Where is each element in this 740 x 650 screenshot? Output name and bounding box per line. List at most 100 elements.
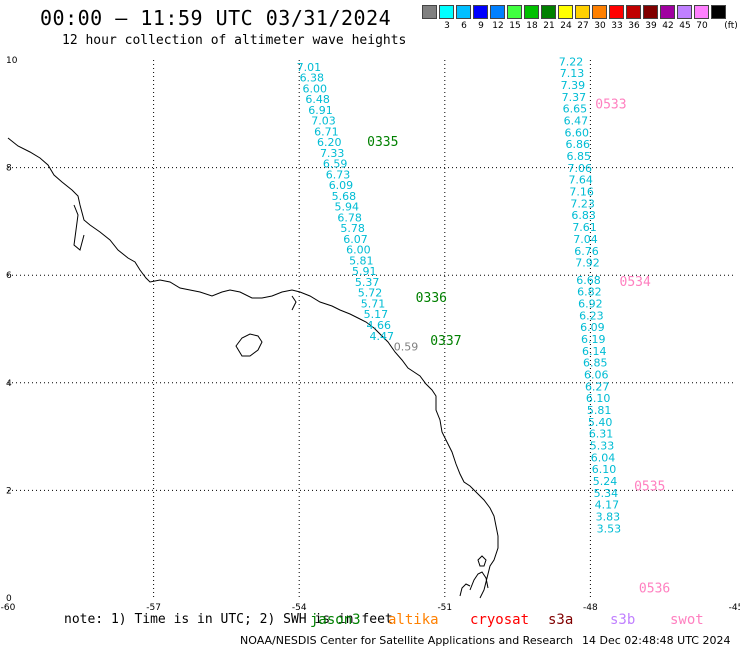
wave-height-reading: 6.20 xyxy=(317,136,342,149)
wave-height-reading: 5.24 xyxy=(593,475,618,488)
colorbar-swatch xyxy=(541,5,556,19)
y-tick-label: 6 xyxy=(6,271,12,281)
satellite-legend-item: altika xyxy=(388,612,439,628)
colorbar-swatch xyxy=(677,5,692,19)
x-tick-label: -45 xyxy=(729,603,740,613)
wave-height-reading: 5.71 xyxy=(361,297,386,310)
axis-ticks: -60 -57 -54 -51 -48 -45 0 2 4 6 8 10 xyxy=(1,56,740,613)
colorbar-swatch xyxy=(694,5,709,19)
island-shape xyxy=(235,333,263,357)
x-tick-label: -57 xyxy=(146,603,161,613)
colorbar-label: 12 xyxy=(492,21,504,31)
wave-height-reading: 7.13 xyxy=(560,67,585,80)
colorbar-label: 9 xyxy=(478,21,484,31)
wave-height-reading: 7.61 xyxy=(572,221,597,234)
wave-height-reading: 6.00 xyxy=(346,244,371,257)
wave-height-reading: 7.16 xyxy=(569,186,594,199)
colorbar-label: 27 xyxy=(577,21,589,31)
colorbar-label: 33 xyxy=(611,21,623,31)
colorbar-swatch xyxy=(660,5,675,19)
pass-labels: 0335 0336 0337 0533 0534 0535 0536 xyxy=(367,97,670,596)
wave-height-reading: 7.23 xyxy=(570,197,595,210)
wave-height-reading: 7.03 xyxy=(311,115,336,128)
page-subtitle: 12 hour collection of altimeter wave hei… xyxy=(62,33,407,48)
wave-height-reading: 6.23 xyxy=(579,309,604,322)
colorbar-swatch xyxy=(626,5,641,19)
satellite-legend-item: cryosat xyxy=(470,612,530,628)
wave-height-reading: 6.86 xyxy=(566,138,591,151)
colorbar-label: 30 xyxy=(594,21,606,31)
pass-time-label: 0336 xyxy=(416,291,447,306)
wave-height-reading: 7.92 xyxy=(575,257,600,270)
colorbar-label: 70 xyxy=(696,21,708,31)
colorbar-swatch xyxy=(592,5,607,19)
colorbar-swatch xyxy=(490,5,505,19)
colorbar-swatch xyxy=(711,5,726,19)
wave-height-reading: 5.33 xyxy=(590,440,615,453)
pass-time-label: 0536 xyxy=(639,582,670,597)
wave-height-reading: 6.00 xyxy=(302,82,327,95)
y-tick-label: 8 xyxy=(6,164,12,174)
wave-height-reading: 5.78 xyxy=(340,222,365,235)
colorbar-label: 18 xyxy=(526,21,538,31)
colorbar-label: 6 xyxy=(461,21,467,31)
colorbar-swatch xyxy=(609,5,624,19)
wave-height-reading: 6.04 xyxy=(591,451,616,464)
y-tick-label: 2 xyxy=(6,486,12,496)
pass-time-label: 0534 xyxy=(620,275,651,290)
y-tick-label: 0 xyxy=(6,594,12,604)
lat-lon-grid xyxy=(8,60,736,598)
wave-height-reading: 6.38 xyxy=(300,72,325,85)
colorbar-label: 15 xyxy=(509,21,521,31)
wave-height-reading: 6.73 xyxy=(326,168,351,181)
timestamp-text: 14 Dec 02:48:48 UTC 2024 xyxy=(582,634,731,647)
wave-height-reading: 6.68 xyxy=(576,274,601,287)
colorbar-swatch xyxy=(422,5,437,19)
colorbar-swatch xyxy=(643,5,658,19)
wave-height-reading: 6.60 xyxy=(565,126,590,139)
x-tick-label: -51 xyxy=(437,603,452,613)
wave-height-reading: 6.31 xyxy=(589,428,614,441)
wave-height-reading: 6.10 xyxy=(586,392,611,405)
wave-height-reading: 6.07 xyxy=(343,233,368,246)
wave-height-reading: 6.92 xyxy=(578,297,603,310)
wave-height-reading: 0.59 xyxy=(394,341,419,354)
y-tick-label: 4 xyxy=(6,379,12,389)
colorbar-unit: (ft) xyxy=(724,21,738,31)
x-tick-label: -60 xyxy=(1,603,16,613)
wave-height-reading: 6.85 xyxy=(583,357,608,370)
pass-time-label: 0533 xyxy=(595,97,626,112)
colorbar-swatch xyxy=(473,5,488,19)
wave-height-reading: 6.09 xyxy=(329,179,354,192)
coastline xyxy=(7,137,499,599)
satellite-legend-item: s3b xyxy=(610,612,636,628)
altimeter-readings: 7.016.386.006.486.917.036.716.207.336.59… xyxy=(297,55,621,535)
wave-height-reading: 7.39 xyxy=(561,79,586,92)
colorbar-swatch xyxy=(558,5,573,19)
colorbar-swatch xyxy=(507,5,522,19)
credit-text: NOAA/NESDIS Center for Satellite Applica… xyxy=(240,634,574,647)
wave-height-reading: 3.83 xyxy=(596,511,621,524)
wave-height-reading: 6.10 xyxy=(592,463,617,476)
colorbar-swatch xyxy=(524,5,539,19)
wave-height-reading: 4.66 xyxy=(367,319,392,332)
wave-height-reading: 6.47 xyxy=(564,115,589,128)
satellite-legend-item: jason3 xyxy=(310,612,361,628)
wave-height-reading: 5.34 xyxy=(594,487,619,500)
delta-islands xyxy=(459,555,489,597)
colorbar-label: 21 xyxy=(543,21,555,31)
coastline-path xyxy=(7,137,499,599)
wave-height-reading: 3.53 xyxy=(597,522,622,535)
pass-time-label: 0337 xyxy=(430,334,461,349)
wave-height-reading: 5.72 xyxy=(358,287,383,300)
wave-height-reading: 7.64 xyxy=(568,174,593,187)
pass-time-label: 0535 xyxy=(634,479,665,494)
wave-height-reading: 7.33 xyxy=(320,147,345,160)
x-tick-label: -48 xyxy=(583,603,598,613)
wave-height-reading: 6.83 xyxy=(571,209,596,222)
wave-height-reading: 6.09 xyxy=(580,321,605,334)
wave-height-reading: 4.17 xyxy=(595,499,620,512)
y-tick-label: 10 xyxy=(6,56,18,66)
river-inlet xyxy=(73,204,297,311)
